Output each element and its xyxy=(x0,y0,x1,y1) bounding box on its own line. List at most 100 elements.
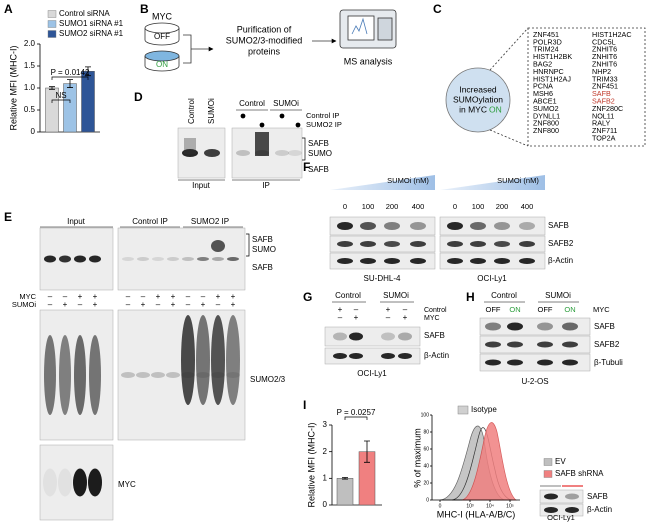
panel-letter: I xyxy=(303,398,306,412)
label: β-Actin xyxy=(424,351,449,360)
blot-smear xyxy=(255,132,269,156)
gene-name: ZNF451 xyxy=(533,30,559,39)
sign: – xyxy=(386,313,391,322)
panel-letter: H xyxy=(466,290,475,304)
blot xyxy=(117,227,246,291)
bar xyxy=(336,478,354,506)
y-tick-label: 20 xyxy=(423,480,429,486)
blot-band xyxy=(58,468,72,497)
blot-band xyxy=(182,149,198,157)
sign: – xyxy=(338,313,343,322)
label: SUMO2 IP xyxy=(306,120,342,129)
significance-bracket xyxy=(51,99,71,103)
label: IP xyxy=(262,181,270,190)
gene-name: ABCE1 xyxy=(533,97,557,106)
sign: + xyxy=(78,292,83,301)
legend-label: Control siRNA xyxy=(59,9,110,18)
y-tick-label: 1.0 xyxy=(24,83,36,92)
panel-letter: D xyxy=(134,90,143,104)
label: Control IP xyxy=(132,217,168,226)
blot-smear xyxy=(184,138,196,154)
blot-band xyxy=(562,359,578,366)
label: U-2-OS xyxy=(521,377,548,386)
dose-label: 100 xyxy=(362,202,375,211)
label: proteins xyxy=(248,46,281,56)
gene-name: ZNF711 xyxy=(592,126,617,135)
y-tick-label: 100 xyxy=(421,412,430,418)
y-tick-label: 2 xyxy=(323,447,328,456)
gene-name: SUMO2 xyxy=(533,104,559,113)
blot-band xyxy=(88,468,102,497)
panel-c-drawing xyxy=(445,27,646,147)
lane-dot xyxy=(295,122,301,128)
blot-band xyxy=(519,258,535,264)
sign: – xyxy=(186,292,191,301)
sign: + xyxy=(141,300,146,309)
legend-swatch xyxy=(457,405,469,415)
legend-label: SUMO2 siRNA #1 xyxy=(59,29,124,38)
label: SUMOi xyxy=(545,291,571,300)
blot xyxy=(539,503,584,517)
blot-band xyxy=(275,150,289,156)
label: SAFB xyxy=(252,263,273,272)
blot xyxy=(479,335,591,354)
legend-label: EV xyxy=(555,457,566,466)
label: SU-DHL-4 xyxy=(364,274,401,283)
bracket xyxy=(302,137,306,161)
blot-band xyxy=(360,258,376,264)
legend-swatch xyxy=(543,470,553,478)
dose-label: 400 xyxy=(412,202,425,211)
blot-band xyxy=(410,241,426,247)
blot xyxy=(439,235,546,253)
sign: – xyxy=(186,300,191,309)
blot-smear xyxy=(211,315,225,405)
blot-band xyxy=(59,335,71,415)
panel-letter: F xyxy=(303,160,310,174)
label: OCI-Ly1 xyxy=(477,274,507,283)
x-tick-label: 0 xyxy=(439,503,442,509)
blot-band xyxy=(74,335,86,415)
label: OFF xyxy=(538,305,553,314)
label: SUMO xyxy=(308,149,332,158)
label: ON xyxy=(156,60,168,69)
blot xyxy=(329,252,436,270)
blot-band xyxy=(74,255,86,263)
label: Input xyxy=(192,181,211,190)
gene-name: TRIM33 xyxy=(592,74,618,83)
sign: + xyxy=(338,305,343,314)
label: SUMO2 IP xyxy=(191,217,229,226)
significance-bracket xyxy=(51,76,89,80)
label: Purification of xyxy=(237,24,292,34)
label: ON xyxy=(489,104,502,114)
blot-band xyxy=(152,257,164,261)
label: SUMOi (nM) xyxy=(387,176,429,185)
group-bar xyxy=(540,485,561,487)
label: SAFB xyxy=(308,139,329,148)
blot-band xyxy=(494,222,510,230)
blot-smear xyxy=(181,315,195,405)
x-tick-label: 10⁴ xyxy=(486,503,494,509)
gene-name: SAFB2 xyxy=(592,97,615,106)
y-tick-label: 2.0 xyxy=(24,39,36,48)
gene-name: ZNF800 xyxy=(533,126,559,135)
gene-name: ZNHIT6 xyxy=(592,60,617,69)
gene-name: HIST1H2AC xyxy=(592,30,632,39)
label: MYC xyxy=(19,292,36,301)
blot xyxy=(439,252,546,270)
error-bar xyxy=(67,79,73,88)
blot-band xyxy=(384,222,400,230)
gene-name: PCNA xyxy=(533,82,553,91)
blot-band xyxy=(384,258,400,264)
blot xyxy=(329,235,436,253)
blot-band xyxy=(337,258,353,264)
blot-band xyxy=(43,468,57,497)
significance-bracket xyxy=(344,416,368,420)
blot-band xyxy=(211,240,225,252)
label: β-Actin xyxy=(587,505,612,514)
blot-band xyxy=(470,222,486,230)
blot-band xyxy=(447,241,463,247)
gene-name: ZNHIT6 xyxy=(592,45,617,54)
dose-label: 200 xyxy=(496,202,509,211)
blot-band xyxy=(89,255,101,263)
